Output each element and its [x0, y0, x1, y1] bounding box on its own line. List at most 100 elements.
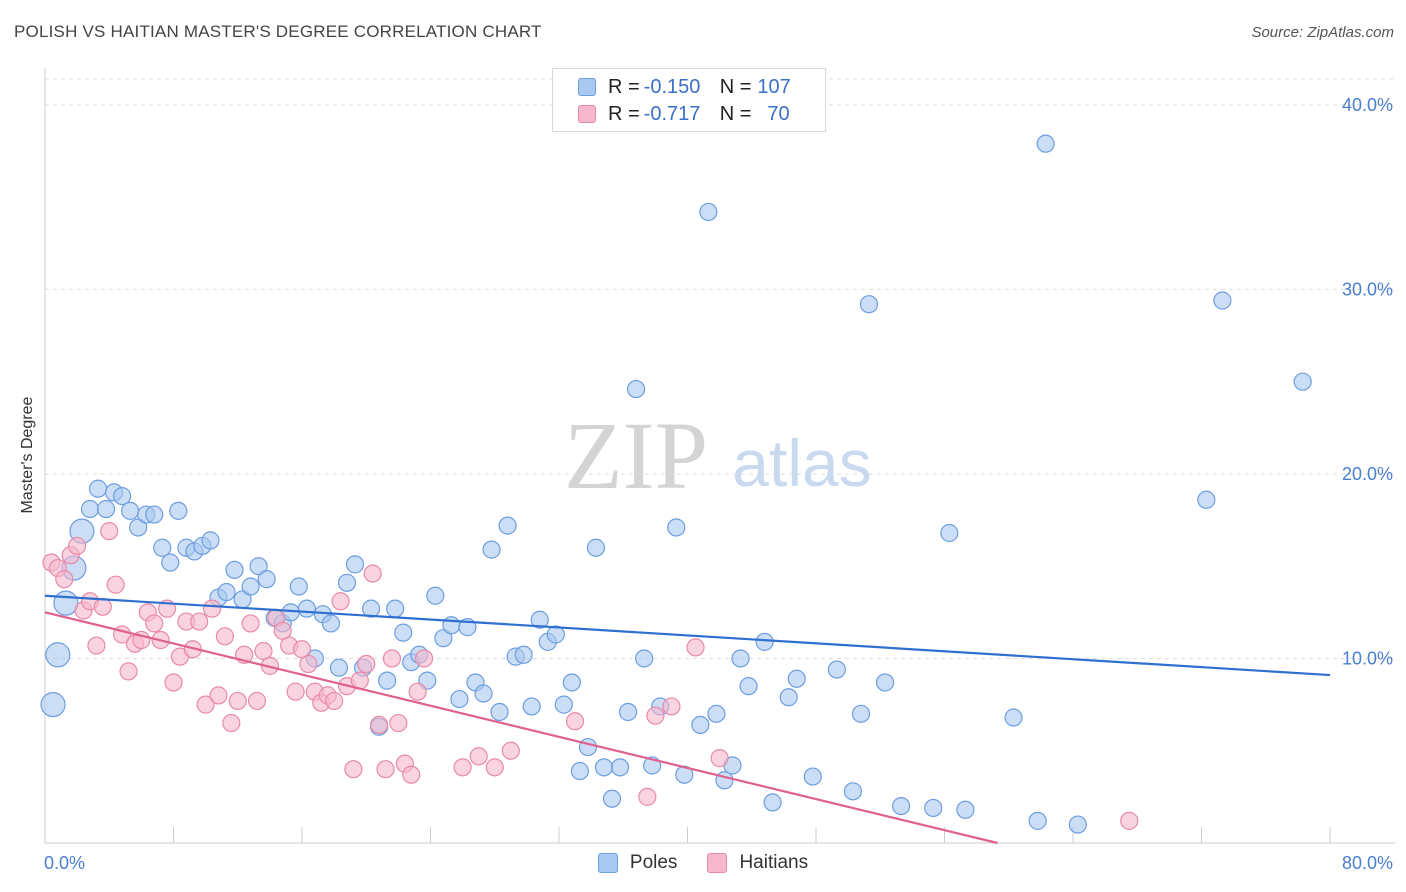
- poles-point: [859, 295, 879, 314]
- poles-point: [827, 660, 846, 679]
- trend-line-haitians: [44, 611, 998, 845]
- poles-point: [787, 669, 806, 688]
- poles-point: [707, 704, 726, 723]
- haitians-point: [686, 638, 705, 657]
- bottom-legend-swatch-haitians: [707, 853, 728, 873]
- legend-r-value: -0.150: [643, 75, 701, 98]
- legend-row-poles: R = -0.150 N = 107: [578, 76, 791, 98]
- y-tick-label: 10.0%: [1342, 648, 1393, 668]
- haitians-point: [363, 564, 382, 583]
- poles-point: [851, 704, 871, 723]
- poles-point: [1028, 811, 1047, 830]
- poles-point: [956, 800, 975, 819]
- legend-n-label: N =: [719, 102, 752, 125]
- poles-point: [337, 573, 357, 592]
- watermark-atlas: atlas: [732, 426, 871, 500]
- poles-point: [201, 531, 220, 550]
- poles-point: [394, 623, 413, 642]
- haitians-point: [55, 570, 74, 589]
- poles-point: [345, 555, 365, 574]
- haitians-point: [485, 758, 504, 777]
- poles-point: [490, 702, 509, 722]
- haitians-point: [196, 695, 215, 714]
- haitians-point: [382, 649, 402, 668]
- haitians-point: [145, 614, 164, 633]
- poles-point: [699, 202, 718, 222]
- haitians-point: [453, 758, 472, 777]
- haitians-point: [209, 686, 228, 705]
- poles-point: [779, 688, 798, 707]
- poles-point: [88, 479, 108, 498]
- poles-point: [522, 697, 541, 716]
- poles-point: [289, 577, 308, 596]
- poles-point: [161, 553, 180, 572]
- poles-point: [121, 501, 140, 520]
- legend-r-label: R =: [608, 75, 640, 98]
- poles-point: [386, 599, 405, 618]
- poles-point: [691, 715, 710, 735]
- haitians-point: [164, 673, 183, 692]
- haitians-point: [501, 741, 520, 760]
- poles-point: [1213, 291, 1232, 310]
- poles-point: [602, 789, 622, 808]
- poles-point: [554, 695, 573, 714]
- legend-n-label: N =: [719, 75, 752, 98]
- poles-point: [843, 782, 863, 801]
- poles-point: [474, 684, 493, 703]
- haitians-point: [286, 682, 305, 701]
- haitians-point: [190, 612, 209, 631]
- haitians-point: [646, 706, 665, 725]
- poles-point: [578, 737, 598, 757]
- y-tick-label: 30.0%: [1342, 279, 1393, 299]
- poles-point: [45, 642, 71, 668]
- poles-point: [40, 692, 66, 718]
- bottom-legend-swatch-poles: [597, 853, 618, 873]
- poles-point: [329, 658, 349, 677]
- poles-point: [153, 538, 172, 557]
- haitians-point: [202, 599, 222, 618]
- haitians-point: [93, 597, 112, 616]
- chart-source: Source: ZipAtlas.com: [1251, 24, 1394, 41]
- poles-point: [434, 629, 453, 648]
- poles-point: [803, 767, 822, 786]
- legend-r-value: -0.717: [643, 102, 701, 125]
- poles-point: [546, 625, 565, 644]
- poles-point: [570, 761, 589, 781]
- trend-line-poles: [44, 594, 1331, 677]
- haitians-point: [376, 760, 395, 779]
- poles-point: [940, 523, 959, 543]
- poles-point: [618, 702, 638, 722]
- axes: [44, 68, 1395, 844]
- x-tick-label: 80.0%: [1342, 853, 1393, 873]
- poles-point: [594, 758, 614, 777]
- poles-point: [145, 505, 164, 524]
- poles-point: [626, 379, 646, 399]
- poles-point: [450, 689, 469, 709]
- haitians-point: [469, 747, 488, 766]
- poles-point: [378, 671, 397, 690]
- bottom-legend-label-haitians: Haitians: [739, 852, 809, 873]
- series-haitians: [42, 522, 1139, 830]
- haitians-point: [408, 682, 427, 701]
- poles-point: [361, 599, 381, 618]
- poles-point: [225, 560, 244, 580]
- poles-point: [610, 758, 630, 777]
- poles-point: [562, 673, 581, 692]
- poles-point: [731, 649, 750, 668]
- poles-point: [1293, 372, 1312, 391]
- watermark-zip: ZIP: [564, 402, 708, 509]
- haitians-point: [565, 712, 585, 731]
- poles-point: [498, 516, 517, 535]
- poles-point: [426, 586, 445, 605]
- poles-point: [924, 798, 943, 818]
- bottom-legend-label-poles: Poles: [629, 852, 678, 873]
- poles-point: [755, 632, 774, 651]
- watermark: ZIP atlas: [564, 402, 872, 509]
- haitians-point: [222, 713, 241, 733]
- poles-point: [892, 796, 911, 816]
- legend-swatch-poles: [578, 78, 596, 96]
- legend-row-haitians: R = -0.717 N = 70: [578, 103, 790, 125]
- poles-point: [482, 540, 501, 559]
- poles-point: [129, 518, 148, 537]
- poles-point: [1068, 815, 1087, 834]
